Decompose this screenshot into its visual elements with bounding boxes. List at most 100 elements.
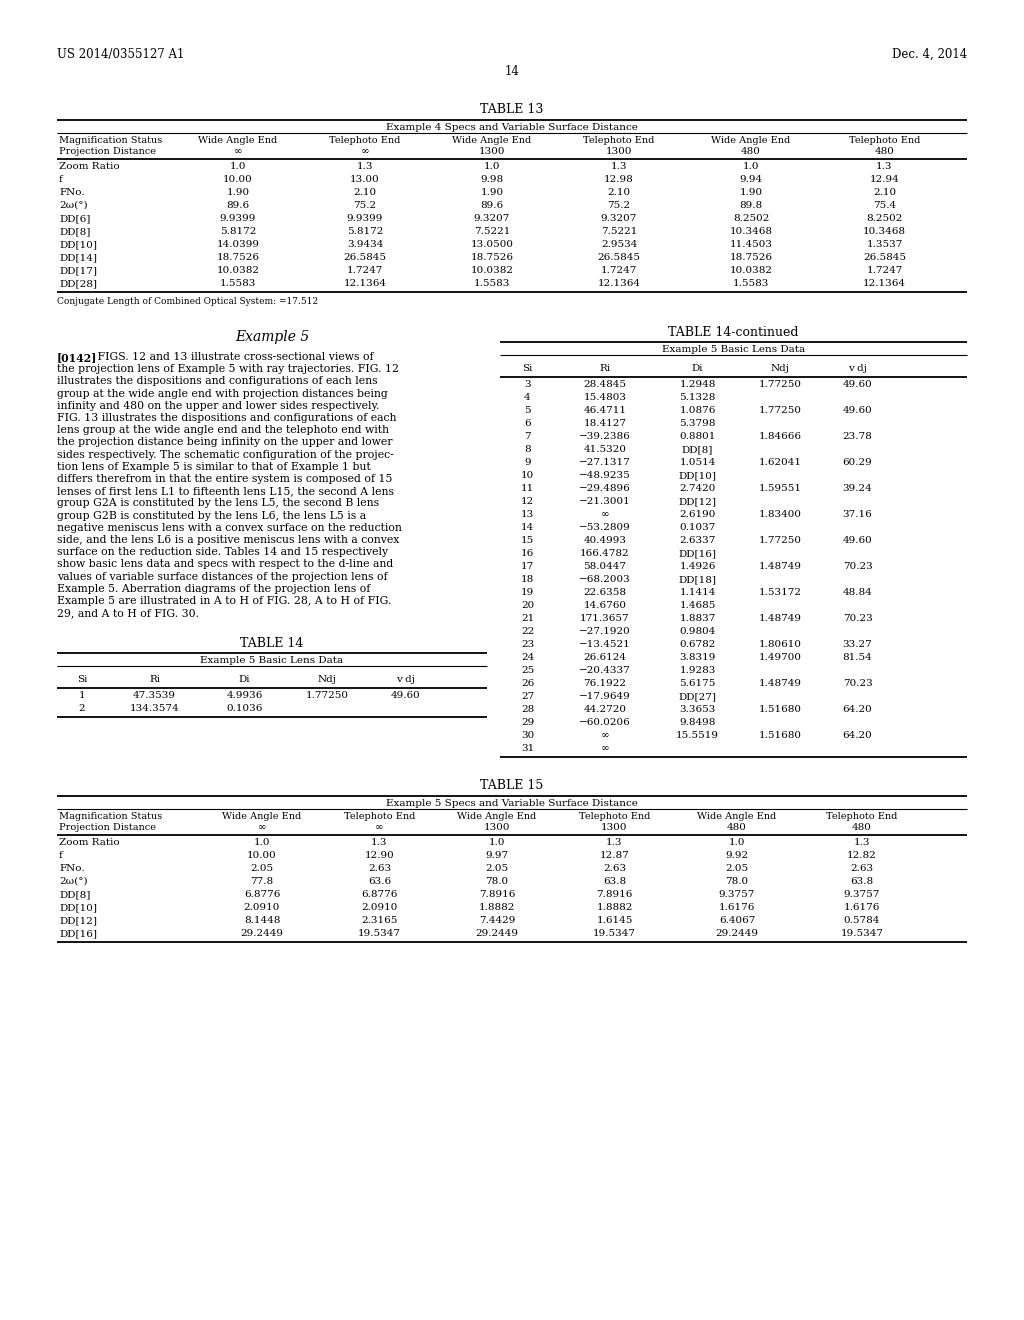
Text: −17.9649: −17.9649 xyxy=(580,692,631,701)
Text: 2.05: 2.05 xyxy=(485,865,509,873)
Text: −48.9235: −48.9235 xyxy=(580,471,631,480)
Text: 1: 1 xyxy=(79,692,85,701)
Text: 1.7247: 1.7247 xyxy=(601,267,637,275)
Text: 10.00: 10.00 xyxy=(247,851,276,861)
Text: 10.3468: 10.3468 xyxy=(863,227,906,236)
Text: 1.0: 1.0 xyxy=(483,162,501,172)
Text: ∞: ∞ xyxy=(375,822,384,832)
Text: −27.1317: −27.1317 xyxy=(580,458,631,467)
Text: 22: 22 xyxy=(521,627,535,636)
Text: 1.0: 1.0 xyxy=(729,838,745,847)
Text: 5: 5 xyxy=(524,407,530,414)
Text: 7.5221: 7.5221 xyxy=(474,227,510,236)
Text: 1.48749: 1.48749 xyxy=(759,678,802,688)
Text: 24: 24 xyxy=(521,653,535,663)
Text: 1.2948: 1.2948 xyxy=(679,380,716,389)
Text: Zoom Ratio: Zoom Ratio xyxy=(59,838,120,847)
Text: Wide Angle End: Wide Angle End xyxy=(712,136,791,145)
Text: 1.6145: 1.6145 xyxy=(596,916,633,925)
Text: 5.8172: 5.8172 xyxy=(347,227,383,236)
Text: Wide Angle End: Wide Angle End xyxy=(697,812,776,821)
Text: Wide Angle End: Wide Angle End xyxy=(453,136,531,145)
Text: 1.51680: 1.51680 xyxy=(759,705,802,714)
Text: 10: 10 xyxy=(521,471,535,480)
Text: ∞: ∞ xyxy=(601,744,609,752)
Text: 2.10: 2.10 xyxy=(607,187,631,197)
Text: DD[6]: DD[6] xyxy=(59,214,90,223)
Text: 1.77250: 1.77250 xyxy=(759,536,802,545)
Text: 89.6: 89.6 xyxy=(226,201,250,210)
Text: 29.2449: 29.2449 xyxy=(241,929,284,939)
Text: 78.0: 78.0 xyxy=(485,876,509,886)
Text: Telephoto End: Telephoto End xyxy=(344,812,415,821)
Text: 1.77250: 1.77250 xyxy=(759,407,802,414)
Text: Example 5 Basic Lens Data: Example 5 Basic Lens Data xyxy=(662,345,805,354)
Text: FNo.: FNo. xyxy=(59,865,85,873)
Text: 10.00: 10.00 xyxy=(223,176,253,183)
Text: 1.7247: 1.7247 xyxy=(347,267,383,275)
Text: 40.4993: 40.4993 xyxy=(584,536,627,545)
Text: DD[10]: DD[10] xyxy=(679,471,717,480)
Text: −68.2003: −68.2003 xyxy=(580,576,631,583)
Text: 1300: 1300 xyxy=(483,822,510,832)
Text: 1.0: 1.0 xyxy=(742,162,759,172)
Text: 5.8172: 5.8172 xyxy=(220,227,256,236)
Text: 1.59551: 1.59551 xyxy=(759,484,802,492)
Text: group at the wide angle end with projection distances being: group at the wide angle end with project… xyxy=(57,388,388,399)
Text: 8: 8 xyxy=(524,445,530,454)
Text: 1.3537: 1.3537 xyxy=(866,240,903,249)
Text: 480: 480 xyxy=(852,822,872,832)
Text: 2.7420: 2.7420 xyxy=(679,484,716,492)
Text: Telephoto End: Telephoto End xyxy=(579,812,650,821)
Text: 26: 26 xyxy=(521,678,535,688)
Text: 3.3653: 3.3653 xyxy=(679,705,716,714)
Text: 58.0447: 58.0447 xyxy=(584,562,627,572)
Text: DD[8]: DD[8] xyxy=(59,227,90,236)
Text: 1.0514: 1.0514 xyxy=(679,458,716,467)
Text: 2.6337: 2.6337 xyxy=(679,536,716,545)
Text: 2: 2 xyxy=(79,705,85,713)
Text: v dj: v dj xyxy=(848,364,867,374)
Text: Zoom Ratio: Zoom Ratio xyxy=(59,162,120,172)
Text: −20.4337: −20.4337 xyxy=(580,667,631,675)
Text: Dec. 4, 2014: Dec. 4, 2014 xyxy=(892,48,967,61)
Text: 12.98: 12.98 xyxy=(604,176,634,183)
Text: 49.60: 49.60 xyxy=(843,536,872,545)
Text: 3.9434: 3.9434 xyxy=(347,240,383,249)
Text: 12.94: 12.94 xyxy=(869,176,899,183)
Text: the projection distance being infinity on the upper and lower: the projection distance being infinity o… xyxy=(57,437,392,447)
Text: ∞: ∞ xyxy=(601,510,609,519)
Text: 1.77250: 1.77250 xyxy=(305,692,348,701)
Text: DD[12]: DD[12] xyxy=(679,498,717,506)
Text: 0.8801: 0.8801 xyxy=(679,432,716,441)
Text: 2.10: 2.10 xyxy=(872,187,896,197)
Text: 12.87: 12.87 xyxy=(600,851,630,861)
Text: 20: 20 xyxy=(521,601,535,610)
Text: lenses of first lens L1 to fifteenth lens L15, the second A lens: lenses of first lens L1 to fifteenth len… xyxy=(57,486,394,496)
Text: 19.5347: 19.5347 xyxy=(593,929,636,939)
Text: show basic lens data and specs with respect to the d-line and: show basic lens data and specs with resp… xyxy=(57,560,393,569)
Text: Si: Si xyxy=(77,676,87,684)
Text: 10.3468: 10.3468 xyxy=(729,227,772,236)
Text: 2.10: 2.10 xyxy=(353,187,377,197)
Text: 29: 29 xyxy=(521,718,535,727)
Text: 33.27: 33.27 xyxy=(843,640,872,649)
Text: 1.48749: 1.48749 xyxy=(759,614,802,623)
Text: 9.97: 9.97 xyxy=(485,851,509,861)
Text: 1.0: 1.0 xyxy=(488,838,505,847)
Text: DD[12]: DD[12] xyxy=(59,916,97,925)
Text: 9.9399: 9.9399 xyxy=(220,214,256,223)
Text: Ndj: Ndj xyxy=(771,364,790,374)
Text: 1.6176: 1.6176 xyxy=(719,903,755,912)
Text: 3.8319: 3.8319 xyxy=(679,653,716,663)
Text: 1.0: 1.0 xyxy=(254,838,270,847)
Text: 10.0382: 10.0382 xyxy=(729,267,772,275)
Text: Example 5 are illustrated in A to H of FIG. 28, A to H of FIG.: Example 5 are illustrated in A to H of F… xyxy=(57,597,391,606)
Text: 63.6: 63.6 xyxy=(368,876,391,886)
Text: 12.1364: 12.1364 xyxy=(597,279,640,288)
Text: 9.3207: 9.3207 xyxy=(474,214,510,223)
Text: 1.8837: 1.8837 xyxy=(679,614,716,623)
Text: 1.62041: 1.62041 xyxy=(759,458,802,467)
Text: DD[27]: DD[27] xyxy=(679,692,717,701)
Text: Telephoto End: Telephoto End xyxy=(330,136,400,145)
